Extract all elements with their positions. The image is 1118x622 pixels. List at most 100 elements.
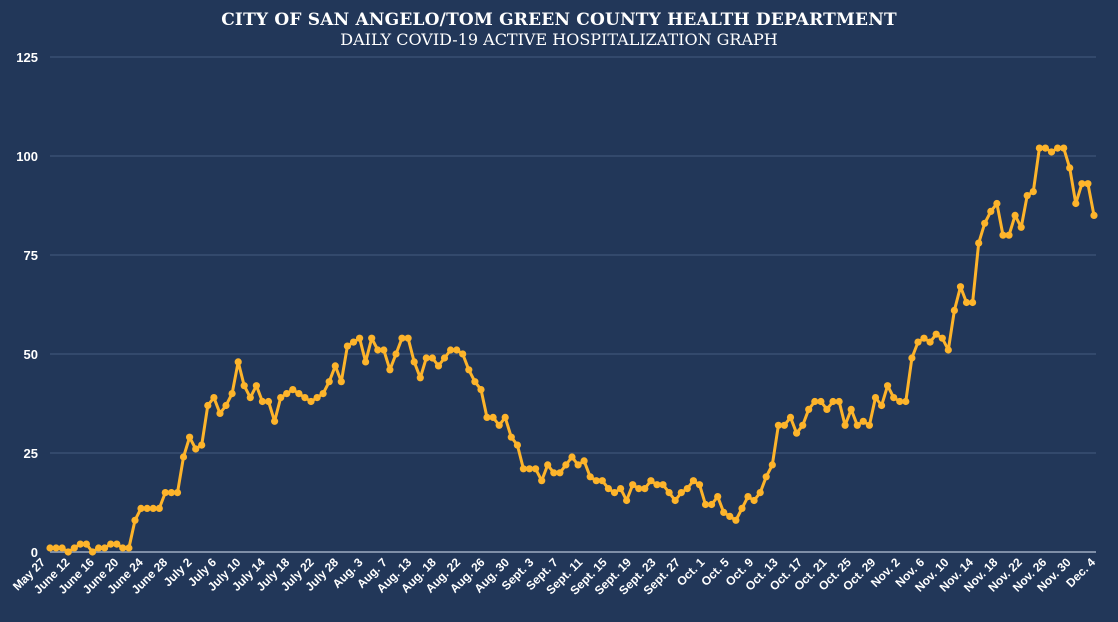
data-point [914,338,922,346]
data-point [210,394,218,402]
data-point [471,378,479,386]
data-point [519,465,528,473]
data-point [610,489,619,497]
y-tick-label: 100 [16,149,38,164]
data-point [786,413,795,421]
data-point [234,358,242,366]
data-point [720,508,728,516]
data-point [884,382,892,390]
data-point [483,413,491,421]
y-tick-label: 75 [24,248,38,263]
data-point [993,199,1001,208]
data-point [847,405,855,413]
data-point [750,496,758,505]
data-point [501,413,509,421]
data-point [896,397,904,406]
data-point [823,405,831,413]
data-point [683,485,691,493]
data-point [780,421,789,429]
data-point [695,481,704,489]
data-point [774,421,783,429]
data-point [392,350,400,358]
data-point [574,461,582,469]
data-point [289,386,297,394]
data-point [981,219,989,227]
data-point [349,338,358,346]
data-point [1017,223,1025,231]
data-point [428,354,436,362]
data-point [362,358,370,366]
data-point [550,469,558,477]
data-point [586,473,594,481]
series-line [50,146,1096,554]
data-point [1029,188,1037,196]
data-point [944,346,952,354]
data-point [222,401,230,410]
data-point [246,394,254,402]
data-point [1072,199,1080,208]
data-point [1060,144,1068,152]
data-point [629,481,637,489]
data-point [756,489,764,497]
data-point [950,306,959,314]
data-point [258,397,266,406]
data-point [665,489,673,497]
data-point [143,504,151,512]
data-point [647,477,655,485]
data-point [598,477,606,485]
data-point [956,283,965,291]
data-point [386,366,394,374]
data-point [805,405,813,413]
data-point [1090,211,1098,219]
data-point [562,461,570,469]
data-point [762,473,770,481]
data-point [829,397,837,406]
y-tick-label: 125 [16,50,38,65]
data-point [793,429,801,437]
data-point [513,441,522,449]
data-point [440,354,449,362]
data-point [495,421,503,429]
data-point [447,346,455,354]
data-point [920,334,928,342]
data-point [198,441,206,449]
data-point [1054,144,1062,152]
data-point [422,354,430,362]
data-point [932,330,940,338]
data-point [283,390,291,398]
data-point [137,504,145,512]
data-point [489,413,497,421]
data-point [204,401,212,410]
data-point [987,207,995,215]
data-point [532,465,540,473]
data-point [186,433,194,441]
data-point [726,512,734,521]
data-point [1005,231,1013,239]
data-point [271,417,279,425]
data-point [313,394,321,402]
data-point [623,496,631,505]
data-point [1084,180,1092,188]
data-point [295,390,303,398]
data-point [871,394,880,402]
data-point [1078,180,1086,188]
data-point [131,516,139,524]
data-point [635,485,643,493]
data-point [119,544,127,552]
data-point [641,485,649,493]
data-point [701,500,710,509]
data-point [46,544,54,552]
data-point [167,489,175,497]
data-point [410,358,418,366]
data-point [216,409,224,417]
data-point [841,421,849,429]
data-point [878,401,886,410]
data-point [507,433,515,441]
data-point [161,489,169,497]
data-point [556,469,564,477]
data-point [738,504,746,512]
data-point [416,374,424,382]
y-tick-label: 50 [24,347,38,362]
data-point [453,346,461,354]
